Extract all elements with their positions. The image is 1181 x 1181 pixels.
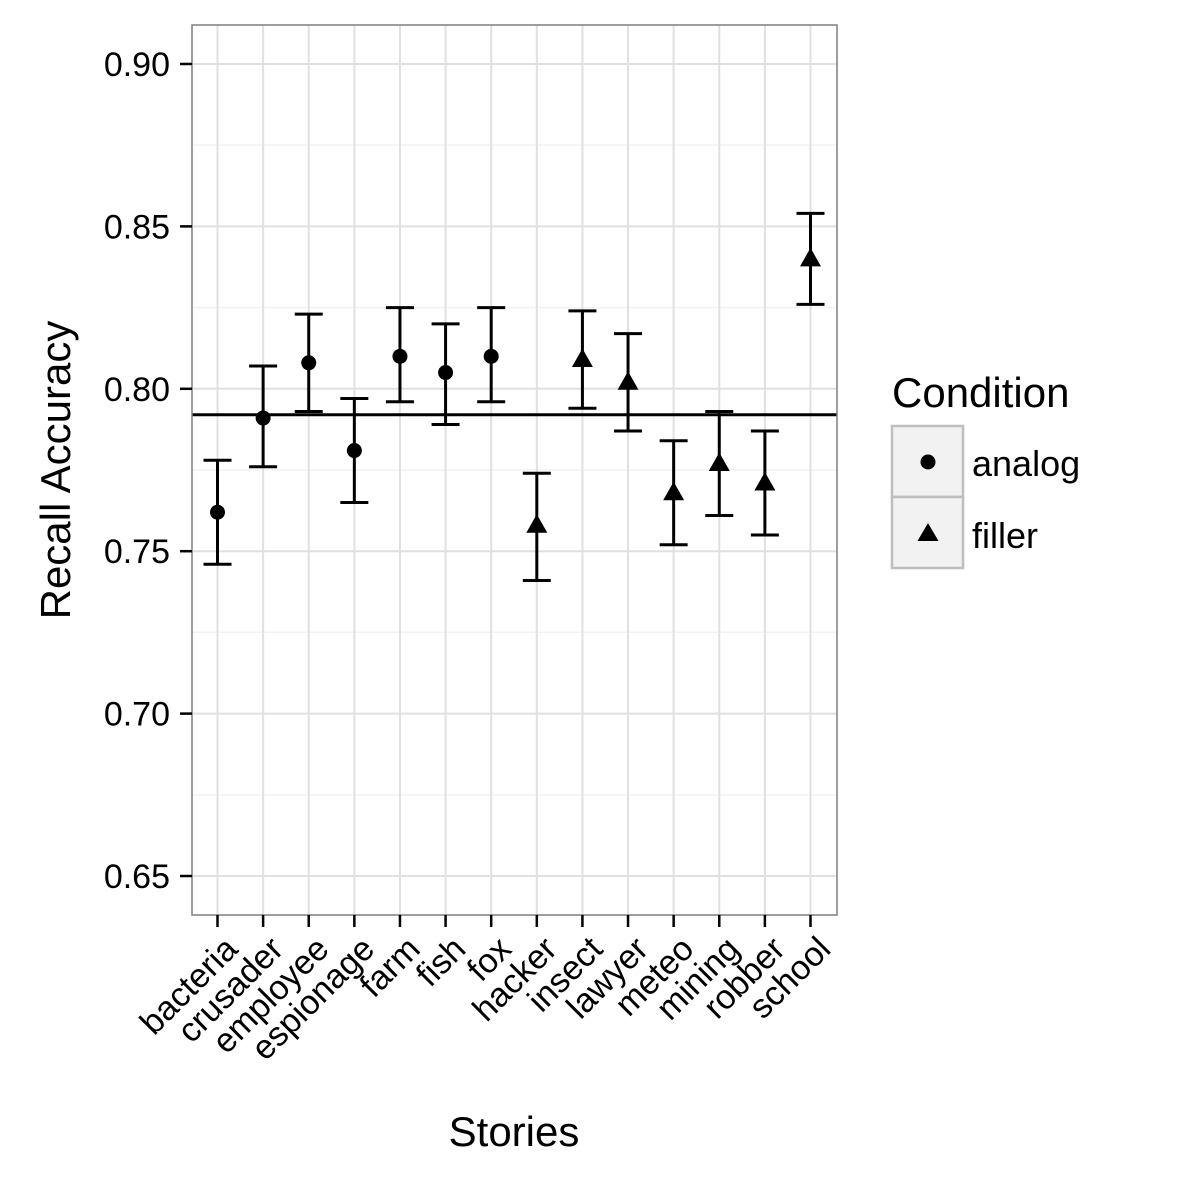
y-axis: 0.65 0.70 0.75 0.80 0.85 0.90	[104, 46, 192, 896]
legend-label-filler: filler	[972, 515, 1038, 556]
point-hacker	[526, 514, 548, 533]
point-fish	[438, 365, 454, 381]
point-crusader	[255, 410, 271, 426]
legend-title: Condition	[892, 369, 1069, 416]
point-bacteria	[210, 504, 225, 520]
plot-border	[191, 24, 838, 916]
y-tick-label: 0.90	[104, 46, 170, 84]
data-points	[210, 247, 821, 533]
legend-key-circle	[920, 454, 936, 470]
point-farm	[392, 348, 408, 364]
y-tick-label: 0.80	[104, 371, 170, 409]
point-robber	[754, 471, 776, 491]
y-tick-label: 0.65	[104, 858, 170, 896]
point-school	[800, 247, 821, 267]
legend-key-triangle	[917, 523, 939, 541]
y-tick-label: 0.75	[104, 533, 170, 571]
point-lawyer	[617, 371, 639, 390]
point-insect	[571, 348, 593, 368]
y-tick-label: 0.85	[104, 208, 170, 246]
point-fox	[483, 348, 499, 364]
point-espionage	[346, 443, 362, 459]
legend: Condition analog filler	[890, 369, 1080, 570]
grid-minor	[192, 144, 837, 796]
legend-label-analog: analog	[972, 443, 1080, 484]
x-axis: bacteriacrusaderemployeeespionagefarmfis…	[133, 915, 838, 1068]
point-mining	[708, 452, 730, 472]
point-employee	[301, 355, 317, 371]
y-tick-label: 0.70	[104, 696, 170, 734]
point-meteo	[663, 481, 685, 501]
x-axis-title: Stories	[449, 1108, 580, 1155]
y-axis-title: Recall Accuracy	[32, 321, 79, 620]
